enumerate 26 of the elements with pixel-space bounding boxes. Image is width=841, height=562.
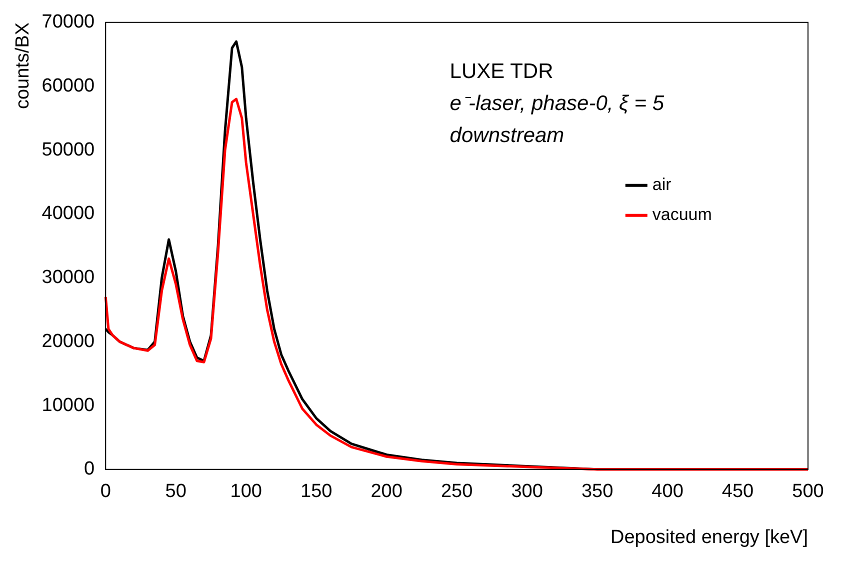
annotation: downstream (450, 124, 564, 148)
legend-label: air (652, 175, 672, 194)
annotation: LUXE TDR (450, 60, 554, 84)
x-tick-label: 400 (652, 481, 684, 502)
x-axis-title: Deposited energy [keV] (610, 526, 808, 548)
x-tick-label: 0 (100, 481, 111, 502)
y-tick-label: 30000 (42, 267, 95, 288)
y-tick-label: 20000 (42, 330, 95, 352)
y-tick-label: 40000 (42, 203, 95, 224)
x-tick-label: 500 (792, 481, 824, 502)
x-tick-label: 100 (230, 481, 262, 502)
y-tick-label: 50000 (42, 139, 95, 160)
x-tick-label: 350 (581, 481, 614, 502)
y-tick-label: 70000 (42, 12, 95, 33)
x-tick-label: 150 (300, 481, 332, 502)
x-tick-label: 50 (165, 481, 186, 502)
x-tick-label: 250 (440, 481, 473, 502)
x-tick-label: 200 (370, 481, 402, 502)
x-tick-label: 450 (722, 481, 754, 502)
y-axis-title: counts/BX (12, 22, 34, 110)
x-tick-label: 300 (511, 481, 543, 502)
y-tick-label: 10000 (42, 394, 95, 416)
y-tick-label: 60000 (42, 75, 95, 96)
legend-label: vacuum (652, 205, 712, 224)
annotation: e⁻-laser, phase-0, ξ = 5 (450, 92, 664, 116)
y-tick-label: 0 (84, 458, 95, 480)
